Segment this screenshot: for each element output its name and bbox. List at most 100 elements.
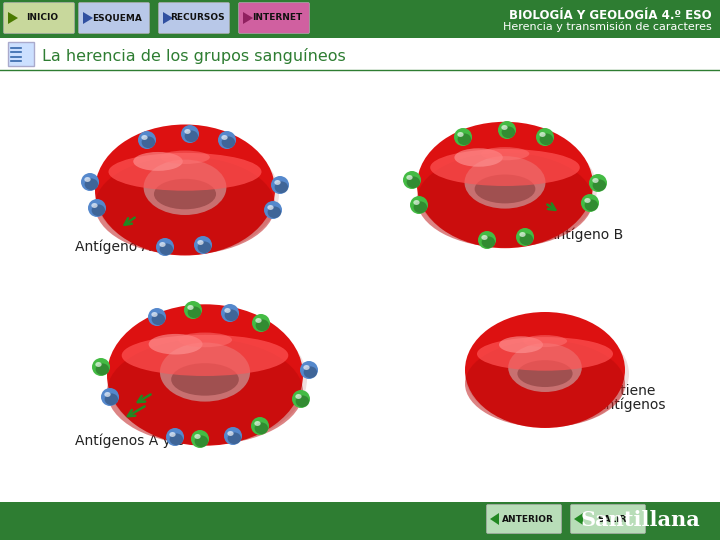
Ellipse shape (516, 228, 534, 246)
Ellipse shape (142, 137, 155, 148)
Ellipse shape (160, 151, 210, 164)
Ellipse shape (170, 434, 183, 445)
Ellipse shape (593, 179, 606, 191)
Ellipse shape (406, 175, 413, 180)
Ellipse shape (498, 121, 516, 139)
Ellipse shape (478, 231, 496, 249)
Ellipse shape (184, 301, 202, 319)
Text: RECURSOS: RECURSOS (170, 14, 225, 23)
Ellipse shape (160, 244, 173, 255)
Ellipse shape (169, 432, 176, 437)
Text: INICIO: INICIO (26, 14, 58, 23)
Ellipse shape (191, 430, 209, 448)
FancyBboxPatch shape (78, 3, 150, 33)
Ellipse shape (194, 434, 201, 439)
Ellipse shape (156, 238, 174, 256)
Ellipse shape (222, 137, 235, 148)
Ellipse shape (104, 392, 111, 397)
Ellipse shape (225, 308, 230, 313)
Polygon shape (8, 12, 18, 24)
Text: Santillana: Santillana (580, 510, 700, 530)
Ellipse shape (166, 428, 184, 446)
Ellipse shape (292, 390, 310, 408)
Ellipse shape (482, 237, 495, 248)
Ellipse shape (154, 179, 216, 210)
Ellipse shape (107, 339, 303, 445)
Ellipse shape (267, 205, 274, 210)
Ellipse shape (252, 314, 270, 332)
Ellipse shape (519, 232, 526, 237)
Ellipse shape (160, 342, 250, 402)
Ellipse shape (403, 171, 421, 189)
Polygon shape (83, 12, 93, 24)
Ellipse shape (194, 435, 208, 447)
Ellipse shape (181, 125, 199, 143)
Ellipse shape (454, 128, 472, 146)
Ellipse shape (413, 200, 420, 205)
Ellipse shape (477, 337, 613, 370)
FancyBboxPatch shape (238, 3, 310, 33)
Ellipse shape (465, 312, 625, 428)
Ellipse shape (92, 358, 110, 376)
Ellipse shape (457, 132, 464, 137)
Ellipse shape (148, 308, 166, 326)
Text: Antígeno A: Antígeno A (75, 240, 151, 254)
Ellipse shape (268, 206, 281, 218)
Text: Antígenos A y B: Antígenos A y B (75, 433, 185, 448)
Ellipse shape (255, 422, 268, 434)
Polygon shape (490, 513, 499, 525)
Polygon shape (243, 12, 253, 24)
Ellipse shape (413, 201, 427, 213)
Ellipse shape (143, 160, 226, 215)
FancyBboxPatch shape (0, 502, 720, 540)
Ellipse shape (138, 131, 156, 149)
Ellipse shape (178, 333, 232, 347)
Ellipse shape (122, 335, 288, 376)
Ellipse shape (197, 241, 211, 253)
Ellipse shape (254, 421, 261, 426)
Ellipse shape (95, 157, 275, 255)
Ellipse shape (296, 395, 309, 407)
Ellipse shape (197, 240, 204, 245)
Ellipse shape (84, 177, 91, 182)
FancyBboxPatch shape (158, 3, 230, 33)
Ellipse shape (256, 319, 269, 331)
Ellipse shape (431, 149, 580, 186)
Ellipse shape (464, 156, 546, 208)
Ellipse shape (85, 178, 98, 190)
Ellipse shape (224, 427, 242, 445)
Ellipse shape (221, 304, 239, 322)
Ellipse shape (474, 174, 536, 204)
Ellipse shape (184, 129, 191, 134)
Ellipse shape (274, 180, 281, 185)
FancyBboxPatch shape (0, 0, 720, 38)
Ellipse shape (256, 318, 261, 323)
Ellipse shape (107, 305, 303, 445)
Ellipse shape (107, 314, 307, 444)
Ellipse shape (501, 125, 508, 130)
Text: ANTERIOR: ANTERIOR (502, 515, 554, 523)
Ellipse shape (417, 122, 593, 248)
Ellipse shape (454, 148, 503, 167)
Text: Herencia y transmisión de caracteres: Herencia y transmisión de caracteres (503, 22, 712, 32)
Ellipse shape (188, 306, 201, 318)
Ellipse shape (410, 196, 428, 214)
Text: SALIR: SALIR (598, 515, 626, 523)
Ellipse shape (109, 153, 261, 191)
Ellipse shape (218, 131, 236, 149)
Ellipse shape (295, 394, 302, 399)
Ellipse shape (465, 340, 625, 427)
Ellipse shape (303, 365, 310, 370)
Ellipse shape (228, 431, 233, 436)
Ellipse shape (81, 173, 99, 191)
Ellipse shape (194, 236, 212, 254)
FancyBboxPatch shape (570, 504, 646, 534)
FancyBboxPatch shape (8, 42, 34, 66)
Ellipse shape (95, 134, 279, 254)
Ellipse shape (585, 199, 598, 211)
Text: INTERNET: INTERNET (252, 14, 302, 23)
FancyBboxPatch shape (4, 3, 74, 33)
Text: Antígeno B: Antígeno B (547, 227, 624, 241)
Ellipse shape (523, 335, 567, 347)
Ellipse shape (152, 313, 165, 325)
